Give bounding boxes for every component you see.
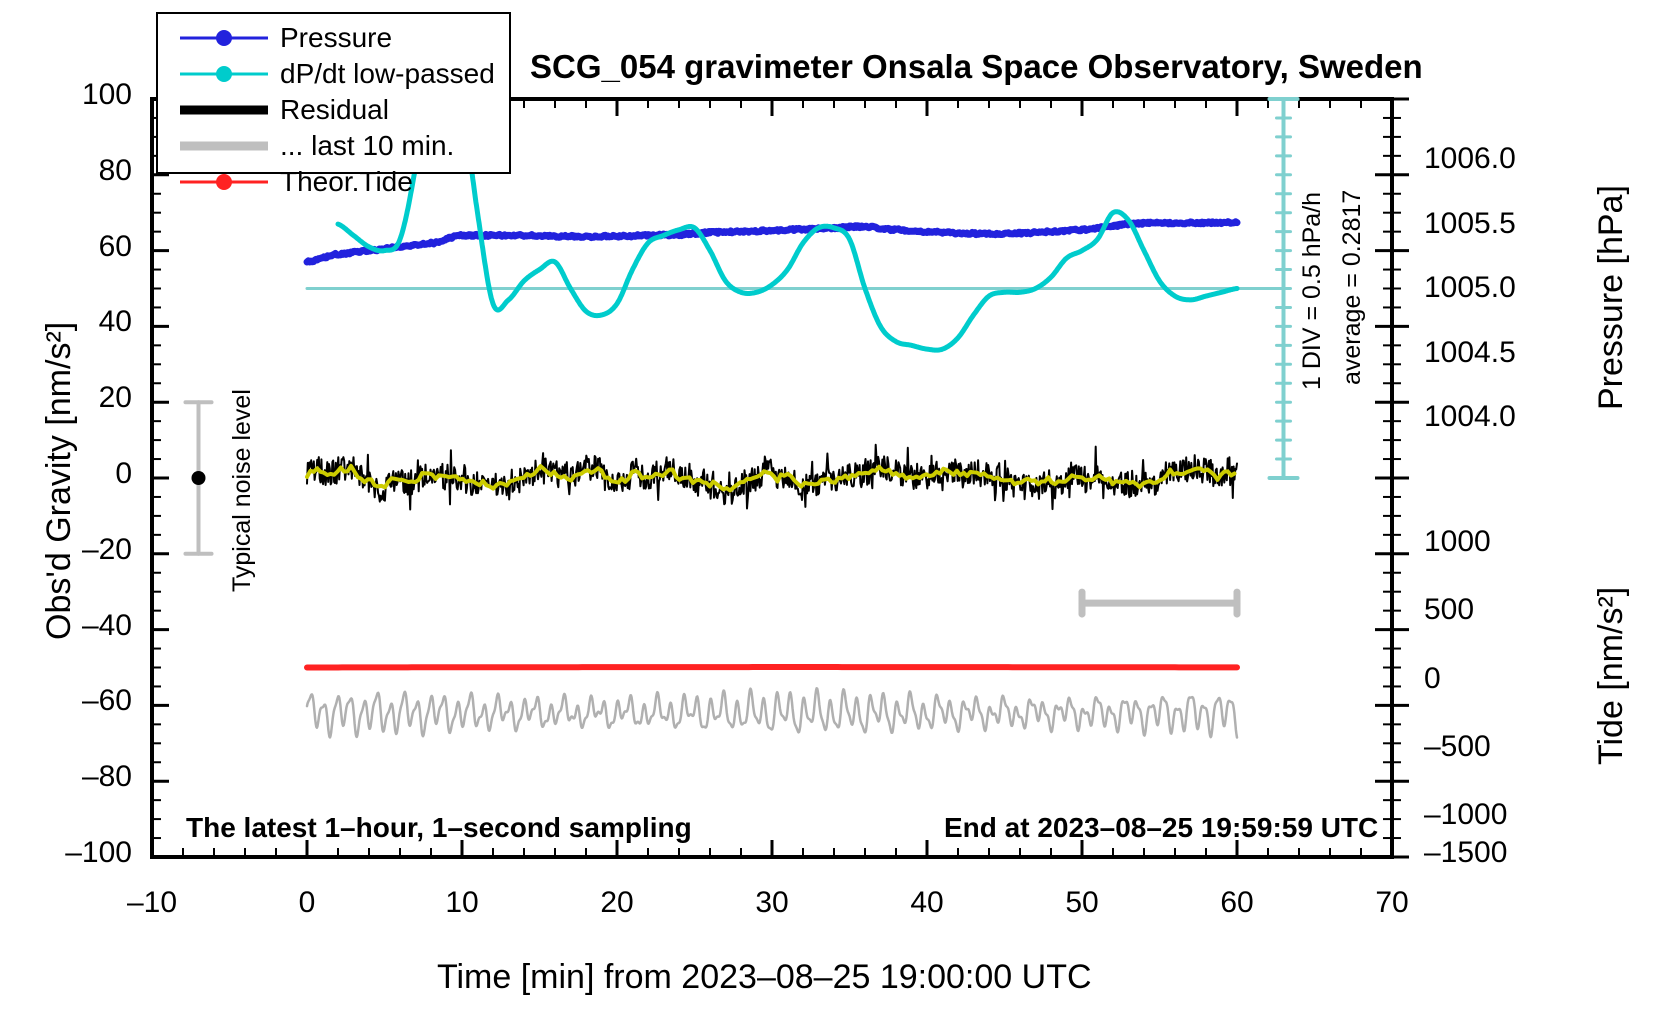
legend-swatch-icon (180, 172, 268, 192)
residual-smoothed-curve (305, 463, 1237, 493)
tide-tick-label: 500 (1424, 593, 1475, 627)
div-scale-label: 1 DIV = 0.5 hPa/h (1298, 191, 1326, 390)
x-tick-label: 10 (445, 886, 479, 919)
legend-item-label: Pressure (280, 22, 393, 53)
y-tick-label: 40 (98, 305, 132, 339)
theoretical-tide-curve (304, 664, 1240, 671)
y-axis-tide-title: Tide [nm/s²] (1592, 586, 1630, 765)
legend-swatch-icon (180, 28, 268, 48)
pressure-tick-label: 1006.0 (1424, 142, 1516, 176)
legend-item-label: ... last 10 min. (280, 130, 455, 161)
tide-tick-label: 1000 (1424, 525, 1491, 559)
pressure-tick-label: 1004.5 (1424, 335, 1516, 369)
legend: Pressure dP/dt low-passed Residual ... last… (156, 12, 511, 197)
dpdt-curve (335, 96, 1240, 353)
page-title: SCG_054 gravimeter Onsala Space Observat… (530, 48, 1423, 85)
pressure-tick-label: 1005.5 (1424, 206, 1516, 240)
average-label: average = 0.2817 (1338, 189, 1366, 385)
y-tick-label: –100 (65, 836, 132, 869)
residual-curve (306, 443, 1238, 511)
y-tick-label: 0 (115, 457, 132, 490)
legend-item-dp-dt-low-passed[interactable]: dP/dt low-passed (180, 56, 509, 92)
legend-item-label: Residual (280, 94, 389, 125)
tide-tick-label: –1500 (1424, 836, 1508, 869)
tide-tick-label: –500 (1424, 729, 1491, 763)
tide-tick-label: 0 (1424, 661, 1441, 695)
x-tick-label: 30 (755, 886, 789, 919)
pressure-tick-label: 1004.0 (1424, 400, 1516, 434)
y-tick-label: –20 (81, 532, 132, 566)
legend-dot-icon (216, 66, 232, 82)
plot-frame (150, 97, 1394, 859)
tide-tick-label: –1000 (1424, 798, 1508, 832)
x-axis-title: Time [min] from 2023–08–25 19:00:00 UTC (437, 958, 1092, 996)
y-axis-pressure-title: Pressure [hPa] (1592, 185, 1630, 410)
legend-swatch-icon (180, 136, 268, 156)
y-tick-label: –60 (81, 684, 132, 718)
legend-dot-icon (216, 30, 232, 46)
legend-item-last-10-min[interactable]: ... last 10 min. (180, 128, 509, 164)
legend-swatch-icon (180, 64, 268, 84)
legend-dot-icon (216, 174, 232, 190)
noise-level-marker (191, 471, 206, 485)
x-tick-label: 20 (600, 886, 634, 919)
y-tick-label: –40 (81, 608, 132, 642)
noise-level-label: Typical noise level (228, 389, 256, 592)
x-tick-label: –10 (126, 886, 178, 919)
x-tick-label: 0 (298, 886, 316, 919)
legend-item-label: Theor.Tide (280, 166, 413, 197)
legend-swatch-icon (180, 100, 268, 120)
x-tick-label: 40 (910, 886, 944, 919)
y-tick-label: 60 (98, 229, 132, 263)
legend-item-residual[interactable]: Residual (180, 92, 509, 128)
tide-detail-curve (305, 687, 1239, 739)
y-axis-left-title: Obs'd Gravity [nm/s²] (40, 321, 78, 640)
legend-item-pressure[interactable]: Pressure (180, 20, 509, 56)
y-tick-label: 100 (81, 78, 132, 111)
y-tick-label: 80 (98, 153, 132, 187)
legend-item-label: dP/dt low-passed (280, 58, 495, 89)
y-tick-label: 20 (98, 381, 132, 415)
y-tick-label: –80 (81, 760, 132, 794)
x-tick-label: 70 (1375, 886, 1409, 919)
footer-left-text: The latest 1–hour, 1–second sampling (186, 812, 692, 843)
x-tick-label: 60 (1220, 886, 1254, 919)
pressure-tick-label: 1005.0 (1424, 271, 1516, 305)
footer-right-text: End at 2023–08–25 19:59:59 UTC (944, 812, 1379, 843)
legend-item-theor-tide[interactable]: Theor.Tide (180, 164, 509, 200)
pressure-curve (303, 218, 1241, 266)
x-tick-label: 50 (1065, 886, 1099, 919)
